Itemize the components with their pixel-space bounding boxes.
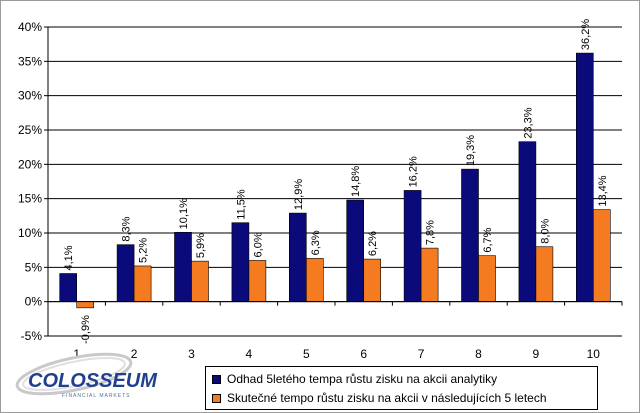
data-label: 6,0% [252,232,264,257]
bar-actual [363,258,382,302]
x-tick-label: 7 [418,347,425,361]
data-label: 5,9% [195,233,207,258]
data-label: 8,3% [121,216,133,241]
data-label: 36,2% [580,19,592,50]
bar-estimate [116,244,135,302]
data-label: 5,2% [138,238,150,263]
legend: Odhad 5letého tempa růstu zisku na akcii… [205,366,598,410]
y-axis: -5% 0% 5% 10% 15% 20% 25% 30% 35% 40% [18,20,49,343]
x-tick-label: 10 [587,347,601,361]
bar-actual [76,301,94,309]
x-tick-label: 5 [303,347,310,361]
bar-estimate [575,52,594,302]
x-tick-label: 6 [360,347,367,361]
logo-tagline: FINANCIAL MARKETS [62,393,131,399]
y-tick-label: 40% [18,20,42,34]
y-tick-label: 20% [18,157,42,171]
y-tick-label: 25% [18,123,42,137]
y-tick-label: 15% [18,192,42,206]
data-label: 19,3% [465,135,477,166]
bar-estimate [288,212,307,302]
legend-swatch-actual [212,393,221,403]
data-labels: 4,1% 8,3% 10,1% 11,5% 12,9% 14,8% 16,2% 19,3% 23… [63,19,609,344]
y-tick-label: 0% [25,295,43,309]
bar-actual [592,209,611,302]
bar-estimate [518,141,537,302]
data-label: 16,2% [408,156,420,187]
legend-label-actual: Skutečné tempo růstu zisku na akcii v ná… [227,391,547,405]
bar-actual [305,258,324,302]
data-label: 11,5% [235,189,247,220]
x-tick-label: 1 [73,347,80,361]
bar-estimate [346,199,365,302]
data-label: 6,2% [367,231,379,256]
bar-estimate [174,232,192,302]
data-label: 23,3% [522,107,534,138]
bar-actual [133,265,152,302]
bar-actual [420,247,439,302]
x-tick-label: 2 [131,347,138,361]
x-tick-label: 8 [475,347,482,361]
x-axis: 1 2 3 4 5 6 7 8 9 10 [47,301,623,361]
y-tick-label: -5% [21,329,43,343]
data-label: 14,8% [350,166,362,197]
data-label: 7,8% [425,220,437,245]
y-tick-label: 10% [18,226,42,240]
bar-actual [535,246,554,302]
bar-estimate [59,273,78,302]
legend-item-actual: Skutečné tempo růstu zisku na akcii v ná… [212,390,547,406]
bar-estimate [461,168,479,302]
colosseum-logo: COLOSSEUM FINANCIAL MARKETS [12,352,162,408]
bar-actual [191,260,209,302]
y-tick-label: 35% [18,54,42,68]
legend-item-estimate: Odhad 5letého tempa růstu zisku na akcii… [212,371,497,387]
data-label: 6,7% [482,227,494,252]
legend-label-estimate: Odhad 5letého tempa růstu zisku na akcii… [227,372,498,386]
data-label: 12,9% [293,179,305,210]
x-tick-label: 9 [533,347,540,361]
data-label: 4,1% [63,245,75,270]
data-label: 8,0% [539,218,551,243]
y-tick-label: 30% [18,89,42,103]
bar-actual [478,255,496,302]
data-label: -0,9% [80,315,92,344]
legend-swatch-estimate [212,374,221,384]
x-tick-label: 3 [188,347,195,361]
bars [59,52,611,309]
bar-actual [248,260,267,302]
bar-estimate [231,222,250,302]
x-tick-label: 4 [246,347,253,361]
data-label: 6,3% [310,230,322,255]
bar-estimate [403,190,422,302]
data-label: 13,4% [597,175,609,206]
y-tick-label: 5% [25,260,43,274]
logo-wordmark: COLOSSEUM [28,370,158,392]
data-label: 10,1% [178,198,190,229]
